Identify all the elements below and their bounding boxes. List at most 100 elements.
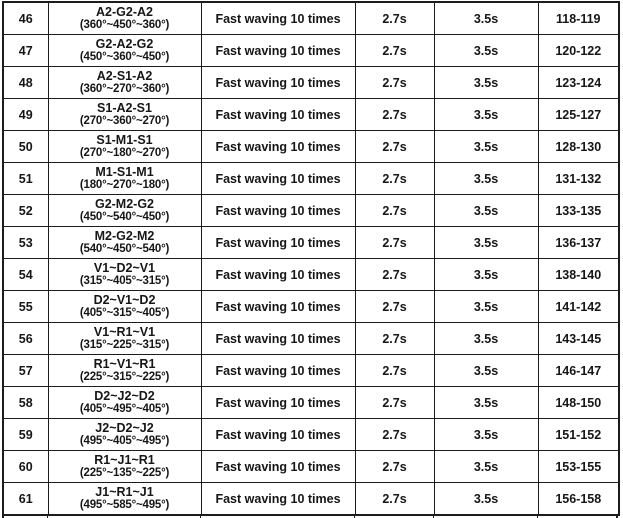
row-index: 57: [2, 354, 49, 387]
action-description: Fast waving 10 times: [200, 450, 356, 483]
action-description: Fast waving 10 times: [200, 354, 356, 387]
table-row: 47 G2-A2-G2 (450°~360°~450°) Fast waving…: [2, 34, 620, 67]
time-value-2: 3.5s: [433, 98, 539, 131]
time-value-2: 3.5s: [433, 290, 539, 323]
position-degrees: (315°~225°~315°): [79, 339, 170, 351]
action-description: Fast waving 10 times: [200, 226, 356, 259]
position-degrees: (450°~540°~450°): [79, 211, 170, 223]
position-code: A2-S1-A2: [96, 69, 153, 83]
border-stub: [537, 514, 538, 518]
table-row: 48 A2-S1-A2 (360°~270°~360°) Fast waving…: [2, 66, 620, 99]
number-range: 151-152: [537, 418, 620, 451]
action-description: Fast waving 10 times: [200, 386, 356, 419]
time-value-1: 2.7s: [354, 1, 435, 35]
position-cell: J1~R1~J1 (495°~585°~495°): [47, 482, 202, 516]
position-code: J2~D2~J2: [95, 421, 154, 435]
table-row: 61 J1~R1~J1 (495°~585°~495°) Fast waving…: [2, 482, 620, 516]
position-degrees: (405°~315°~405°): [79, 307, 170, 319]
number-range: 136-137: [537, 226, 620, 259]
border-stub: [354, 514, 355, 518]
table-row: 56 V1~R1~V1 (315°~225°~315°) Fast waving…: [2, 322, 620, 355]
action-description: Fast waving 10 times: [200, 34, 356, 67]
position-cell: A2-G2-A2 (360°~450°~360°): [47, 1, 202, 35]
time-value-2: 3.5s: [433, 194, 539, 227]
time-value-1: 2.7s: [354, 290, 435, 323]
time-value-1: 2.7s: [354, 66, 435, 99]
position-cell: M2-G2-M2 (540°~450°~540°): [47, 226, 202, 259]
row-index: 53: [2, 226, 49, 259]
time-value-2: 3.5s: [433, 1, 539, 35]
position-degrees: (450°~360°~450°): [79, 51, 170, 63]
time-value-2: 3.5s: [433, 322, 539, 355]
border-stub: [2, 514, 4, 518]
time-value-1: 2.7s: [354, 34, 435, 67]
table-row: 53 M2-G2-M2 (540°~450°~540°) Fast waving…: [2, 226, 620, 259]
row-index: 58: [2, 386, 49, 419]
time-value-2: 3.5s: [433, 482, 539, 516]
action-description: Fast waving 10 times: [200, 290, 356, 323]
position-degrees: (225°~315°~225°): [79, 371, 170, 383]
position-code: G2-A2-G2: [95, 37, 154, 51]
position-cell: G2-M2-G2 (450°~540°~450°): [47, 194, 202, 227]
position-code: M2-G2-M2: [94, 229, 155, 243]
position-cell: D2~J2~D2 (405°~495°~405°): [47, 386, 202, 419]
position-degrees: (270°~180°~270°): [79, 147, 170, 159]
number-range: 156-158: [537, 482, 620, 516]
position-degrees: (360°~270°~360°): [79, 83, 170, 95]
time-value-1: 2.7s: [354, 482, 435, 516]
table-row: 46 A2-G2-A2 (360°~450°~360°) Fast waving…: [2, 1, 620, 35]
row-index: 61: [2, 482, 49, 516]
number-range: 143-145: [537, 322, 620, 355]
action-description: Fast waving 10 times: [200, 194, 356, 227]
table-row: 51 M1-S1-M1 (180°~270°~180°) Fast waving…: [2, 162, 620, 195]
action-description: Fast waving 10 times: [200, 98, 356, 131]
table-row: 49 S1-A2-S1 (270°~360°~270°) Fast waving…: [2, 98, 620, 131]
time-value-2: 3.5s: [433, 450, 539, 483]
position-degrees: (495°~405°~495°): [79, 435, 170, 447]
time-value-1: 2.7s: [354, 194, 435, 227]
row-index: 48: [2, 66, 49, 99]
position-degrees: (405°~495°~405°): [79, 403, 170, 415]
table-row: 55 D2~V1~D2 (405°~315°~405°) Fast waving…: [2, 290, 620, 323]
position-code: J1~R1~J1: [95, 485, 154, 499]
action-description: Fast waving 10 times: [200, 418, 356, 451]
position-cell: V1~R1~V1 (315°~225°~315°): [47, 322, 202, 355]
position-cell: G2-A2-G2 (450°~360°~450°): [47, 34, 202, 67]
time-value-2: 3.5s: [433, 66, 539, 99]
number-range: 141-142: [537, 290, 620, 323]
border-stub: [616, 514, 618, 518]
table-row: 59 J2~D2~J2 (495°~405°~495°) Fast waving…: [2, 418, 620, 451]
position-code: D2~V1~D2: [93, 293, 156, 307]
action-description: Fast waving 10 times: [200, 162, 356, 195]
action-description: Fast waving 10 times: [200, 130, 356, 163]
action-description: Fast waving 10 times: [200, 1, 356, 35]
position-code: M1-S1-M1: [95, 165, 154, 179]
number-range: 125-127: [537, 98, 620, 131]
action-description: Fast waving 10 times: [200, 322, 356, 355]
number-range: 123-124: [537, 66, 620, 99]
position-degrees: (495°~585°~495°): [79, 499, 170, 511]
number-range: 146-147: [537, 354, 620, 387]
time-value-1: 2.7s: [354, 162, 435, 195]
position-code: G2-M2-G2: [94, 197, 155, 211]
time-value-1: 2.7s: [354, 354, 435, 387]
position-code: D2~J2~D2: [94, 389, 155, 403]
row-index: 54: [2, 258, 49, 291]
time-value-1: 2.7s: [354, 226, 435, 259]
number-range: 118-119: [537, 1, 620, 35]
position-degrees: (315°~405°~315°): [79, 275, 170, 287]
row-index: 51: [2, 162, 49, 195]
position-cell: M1-S1-M1 (180°~270°~180°): [47, 162, 202, 195]
position-degrees: (360°~450°~360°): [79, 19, 170, 31]
table-row: 57 R1~V1~R1 (225°~315°~225°) Fast waving…: [2, 354, 620, 387]
time-value-1: 2.7s: [354, 130, 435, 163]
time-value-2: 3.5s: [433, 354, 539, 387]
border-stub: [200, 514, 201, 518]
number-range: 120-122: [537, 34, 620, 67]
position-cell: R1~V1~R1 (225°~315°~225°): [47, 354, 202, 387]
action-description: Fast waving 10 times: [200, 258, 356, 291]
time-value-1: 2.7s: [354, 418, 435, 451]
action-description: Fast waving 10 times: [200, 66, 356, 99]
number-range: 138-140: [537, 258, 620, 291]
position-cell: S1-A2-S1 (270°~360°~270°): [47, 98, 202, 131]
